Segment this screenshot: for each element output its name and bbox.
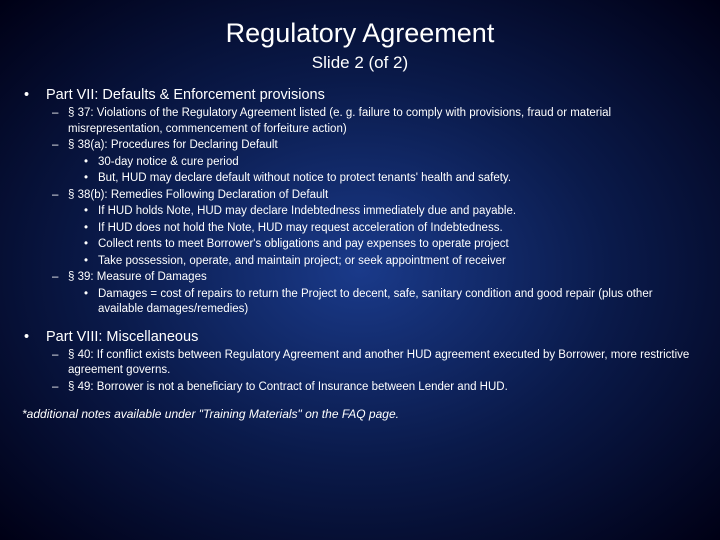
list-item: –§ 38(b): Remedies Following Declaration… (68, 188, 700, 204)
list-subitem: •30-day notice & cure period (98, 155, 700, 171)
section-heading-part7: •Part VII: Defaults & Enforcement provis… (24, 87, 700, 103)
list-subitem: •Damages = cost of repairs to return the… (98, 287, 700, 318)
subitem-text: Collect rents to meet Borrower's obligat… (98, 238, 509, 250)
item-text: § 37: Violations of the Regulatory Agree… (68, 107, 611, 135)
list-subitem: •Collect rents to meet Borrower's obliga… (98, 237, 700, 253)
item-text: § 38(b): Remedies Following Declaration … (68, 189, 328, 201)
subitem-text: But, HUD may declare default without not… (98, 172, 511, 184)
slide-title: Regulatory Agreement (20, 18, 700, 49)
slide-subtitle: Slide 2 (of 2) (20, 53, 700, 73)
subitem-text: Take possession, operate, and maintain p… (98, 255, 506, 267)
subitem-text: Damages = cost of repairs to return the … (98, 288, 653, 316)
list-subitem: •If HUD holds Note, HUD may declare Inde… (98, 204, 700, 220)
list-item: –§ 37: Violations of the Regulatory Agre… (68, 106, 700, 137)
list-item: –§ 39: Measure of Damages (68, 270, 700, 286)
subitem-text: If HUD holds Note, HUD may declare Indeb… (98, 205, 516, 217)
list-subitem: •If HUD does not hold the Note, HUD may … (98, 221, 700, 237)
footnote: *additional notes available under "Train… (22, 407, 700, 421)
item-text: § 38(a): Procedures for Declaring Defaul… (68, 139, 278, 151)
list-item: –§ 49: Borrower is not a beneficiary to … (68, 380, 700, 396)
subitem-text: If HUD does not hold the Note, HUD may r… (98, 222, 503, 234)
item-text: § 39: Measure of Damages (68, 271, 207, 283)
list-item: –§ 40: If conflict exists between Regula… (68, 348, 700, 379)
section-text: Part VII: Defaults & Enforcement provisi… (46, 87, 325, 103)
list-subitem: •But, HUD may declare default without no… (98, 171, 700, 187)
item-text: § 49: Borrower is not a beneficiary to C… (68, 381, 508, 393)
section-text: Part VIII: Miscellaneous (46, 329, 198, 345)
section-heading-part8: •Part VIII: Miscellaneous (24, 329, 700, 345)
list-item: –§ 38(a): Procedures for Declaring Defau… (68, 138, 700, 154)
subitem-text: 30-day notice & cure period (98, 156, 239, 168)
list-subitem: •Take possession, operate, and maintain … (98, 254, 700, 270)
item-text: § 40: If conflict exists between Regulat… (68, 349, 689, 377)
